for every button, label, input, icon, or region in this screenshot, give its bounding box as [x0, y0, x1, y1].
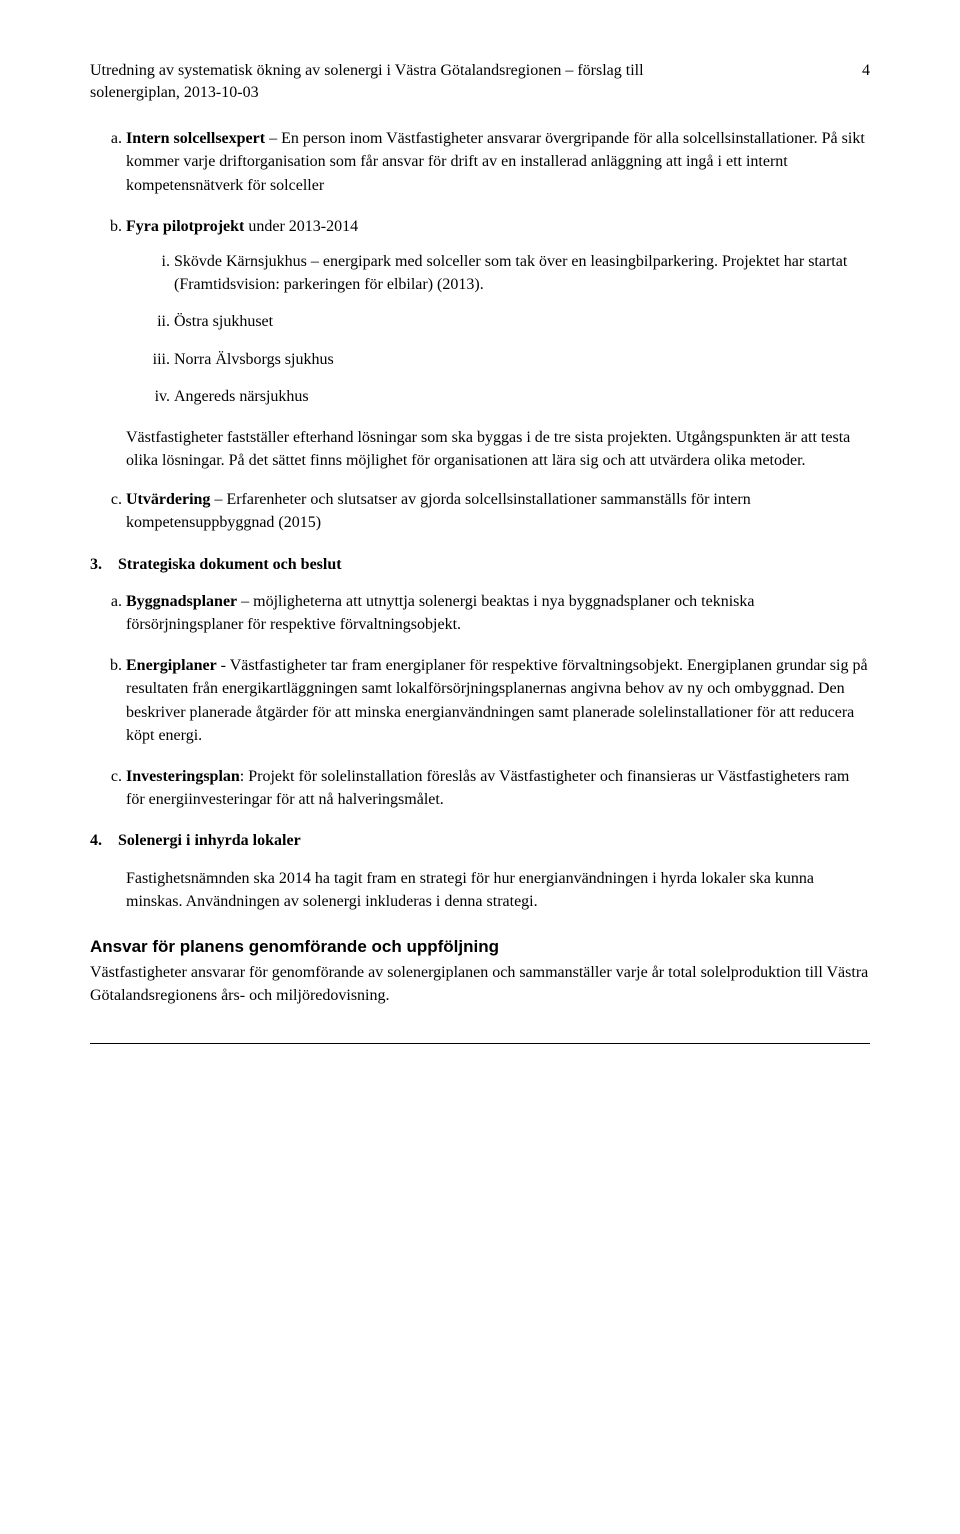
sec3-c-lead: Investeringsplan [126, 768, 240, 785]
page-header: Utredning av systematisk ökning av solen… [90, 60, 870, 103]
header-line1: Utredning av systematisk ökning av solen… [90, 62, 644, 79]
item-a: Intern solcellsexpert – En person inom V… [126, 127, 870, 197]
header-page-number: 4 [840, 60, 870, 103]
document-page: Utredning av systematisk ökning av solen… [0, 0, 960, 1104]
footer-divider [90, 1043, 870, 1044]
final-heading: Ansvar för planens genomförande och uppf… [90, 937, 870, 957]
sec3-b-text: - Västfastigheter tar fram energiplaner … [126, 657, 868, 744]
item-b-lead: Fyra pilotprojekt [126, 218, 244, 235]
sec4-num: 4. [90, 829, 114, 852]
item-c-lead: Utvärdering [126, 491, 210, 508]
item-b-text: under 2013-2014 [244, 218, 358, 235]
list-i: Skövde Kärnsjukhus – energipark med solc… [126, 250, 870, 408]
list-a: Intern solcellsexpert – En person inom V… [90, 127, 870, 408]
sec3-a: Byggnadsplaner – möjligheterna att utnyt… [126, 590, 870, 636]
numbered-sections: 3. Strategiska dokument och beslut Byggn… [90, 553, 870, 913]
item-c: Utvärdering – Erfarenheter och slutsatse… [126, 488, 870, 534]
sec3-list: Byggnadsplaner – möjligheterna att utnyt… [90, 590, 870, 812]
section-3: 3. Strategiska dokument och beslut Byggn… [90, 553, 870, 812]
header-line2: solenergiplan, 2013-10-03 [90, 84, 259, 101]
item-a-lead: Intern solcellsexpert [126, 130, 265, 147]
sec3-b: Energiplaner - Västfastigheter tar fram … [126, 654, 870, 747]
sec4-p: Fastighetsnämnden ska 2014 ha tagit fram… [126, 867, 870, 913]
sec3-b-lead: Energiplaner [126, 657, 217, 674]
header-title: Utredning av systematisk ökning av solen… [90, 60, 644, 103]
sec4-title: Solenergi i inhyrda lokaler [118, 832, 301, 849]
item-b-i: Skövde Kärnsjukhus – energipark med solc… [174, 250, 870, 296]
item-b-iii: Norra Älvsborgs sjukhus [174, 348, 870, 371]
section-4: 4. Solenergi i inhyrda lokaler Fastighet… [90, 829, 870, 913]
list-c: Utvärdering – Erfarenheter och slutsatse… [90, 488, 870, 534]
sec3-c: Investeringsplan: Projekt för solelinsta… [126, 765, 870, 811]
final-p: Västfastigheter ansvarar för genomförand… [90, 961, 870, 1007]
para-after-b: Västfastigheter fastställer efterhand lö… [126, 426, 870, 472]
item-b-iv: Angereds närsjukhus [174, 385, 870, 408]
sec3-title: Strategiska dokument och beslut [118, 556, 342, 573]
sec3-num: 3. [90, 553, 114, 576]
item-b-ii: Östra sjukhuset [174, 310, 870, 333]
item-b: Fyra pilotprojekt under 2013-2014 Skövde… [126, 215, 870, 408]
sec3-a-lead: Byggnadsplaner [126, 593, 237, 610]
item-c-text: – Erfarenheter och slutsatser av gjorda … [126, 491, 751, 531]
